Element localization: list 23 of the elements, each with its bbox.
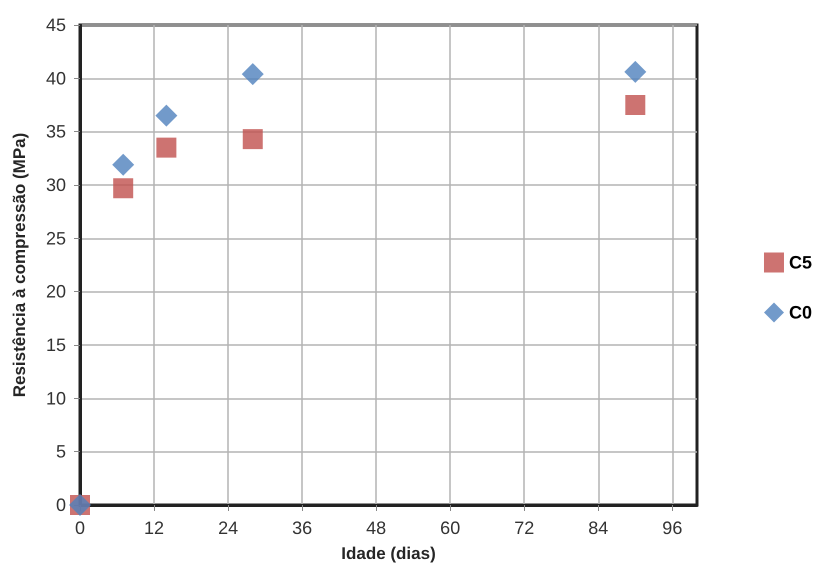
y-tick-label: 35 — [46, 122, 66, 142]
y-tick-label: 5 — [56, 442, 66, 462]
x-tick-label: 60 — [440, 518, 460, 538]
x-tick-label: 36 — [292, 518, 312, 538]
x-tick-label: 48 — [366, 518, 386, 538]
legend-label: C0 — [788, 302, 812, 322]
x-axis-title: Idade (dias) — [341, 544, 436, 563]
x-tick-label: 84 — [588, 518, 608, 538]
y-tick-label: 30 — [46, 175, 66, 195]
x-tick-label: 24 — [218, 518, 238, 538]
y-tick-label: 20 — [46, 282, 66, 302]
x-tick-label: 96 — [662, 518, 682, 538]
x-tick-label: 72 — [514, 518, 534, 538]
y-tick-label: 45 — [46, 15, 66, 35]
x-tick-label: 12 — [144, 518, 164, 538]
y-axis-title: Resistência à compressão (MPa) — [10, 132, 29, 398]
y-tick-label: 40 — [46, 68, 66, 88]
y-tick-label: 15 — [46, 335, 66, 355]
y-tick-label: 25 — [46, 228, 66, 248]
y-tick-label: 0 — [56, 495, 66, 515]
x-tick-label: 0 — [74, 518, 86, 538]
y-tick-label: 10 — [46, 388, 66, 408]
legend-label: C5 — [788, 252, 812, 272]
